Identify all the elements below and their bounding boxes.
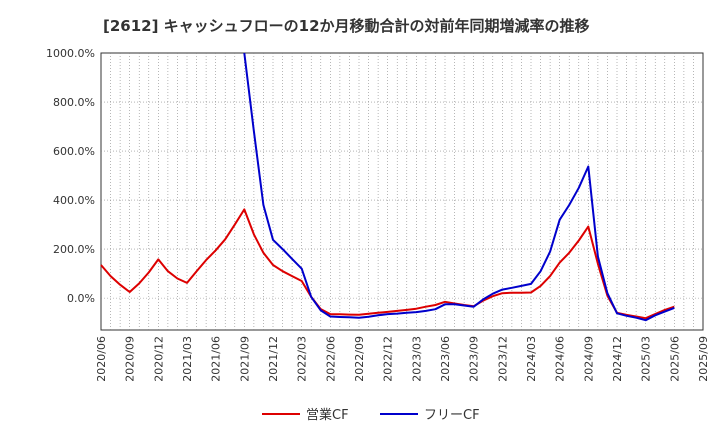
- legend-label-free-cf: フリーCF: [424, 408, 480, 423]
- y-axis: 0.0% 200.0% 400.0% 600.0% 800.0% 1000.0%: [46, 47, 95, 305]
- x-tick-label: 2024/12: [611, 336, 624, 382]
- x-tick-label: 2020/12: [152, 336, 165, 382]
- x-tick-label: 2024/06: [554, 336, 567, 382]
- x-tick-label: 2022/09: [353, 336, 366, 382]
- x-tick-label: 2021/03: [181, 336, 194, 382]
- x-tick-label: 2024/09: [582, 336, 595, 382]
- y-tick-label: 1000.0%: [46, 47, 95, 60]
- x-tick-label: 2023/12: [496, 336, 509, 382]
- x-tick-label: 2021/06: [210, 336, 223, 382]
- series-line-operating-cf: [100, 208, 675, 320]
- x-tick-label: 2021/12: [267, 336, 280, 382]
- y-tick-label: 200.0%: [53, 243, 95, 256]
- x-tick-label: 2023/06: [439, 336, 452, 382]
- y-tick-label: 0.0%: [67, 292, 95, 305]
- plot-area: [100, 52, 704, 331]
- x-tick-label: 2021/09: [238, 336, 251, 382]
- x-tick-label: 2025/06: [668, 336, 681, 382]
- x-tick-label: 2025/09: [697, 336, 710, 382]
- series-line-free-cf: [243, 52, 675, 322]
- x-tick-label: 2023/09: [468, 336, 481, 382]
- y-tick-label: 800.0%: [53, 96, 95, 109]
- x-axis: 2020/06 2020/09 2020/12 2021/03 2021/06 2021/…: [95, 336, 710, 382]
- x-tick-label: 2025/03: [640, 336, 653, 382]
- legend-label-operating-cf: 営業CF: [306, 407, 349, 423]
- x-tick-label: 2022/12: [382, 336, 395, 382]
- x-tick-label: 2024/03: [525, 336, 538, 382]
- series-layer: [100, 52, 675, 322]
- legend: 営業CF フリーCF: [262, 407, 480, 423]
- x-tick-label: 2020/09: [124, 336, 137, 382]
- x-tick-label: 2022/03: [296, 336, 309, 382]
- x-tick-label: 2020/06: [95, 336, 108, 382]
- x-tick-label: 2023/03: [410, 336, 423, 382]
- grid: [101, 53, 703, 330]
- x-tick-label: 2022/06: [324, 336, 337, 382]
- y-tick-label: 400.0%: [53, 194, 95, 207]
- chart-title: [2612] キャッシュフローの12か月移動合計の対前年同期増減率の推移: [103, 17, 590, 35]
- y-tick-label: 600.0%: [53, 145, 95, 158]
